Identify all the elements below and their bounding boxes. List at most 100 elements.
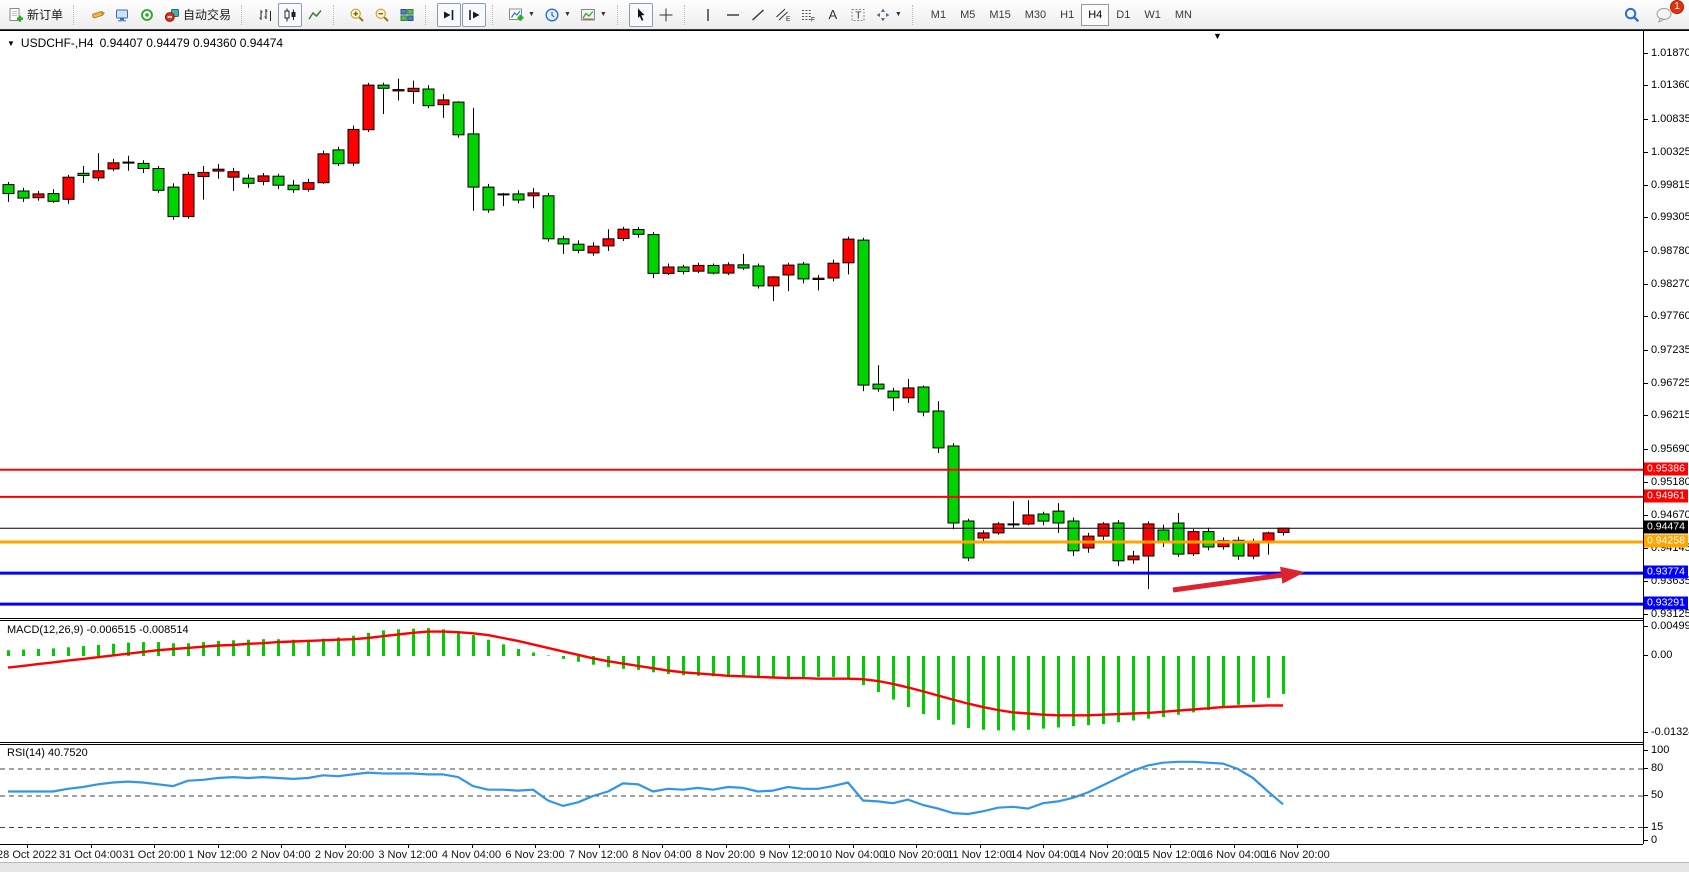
- candlestick: [32, 193, 45, 199]
- time-label: 31 Oct 20:00: [122, 849, 186, 861]
- fibonacci-button[interactable]: F: [796, 3, 820, 27]
- time-tick: [852, 844, 854, 848]
- chevron-down-icon: ▼: [528, 11, 535, 18]
- time-tick: [27, 844, 28, 848]
- candlestick: [812, 277, 825, 281]
- timeframe-button-H4[interactable]: H4: [1081, 3, 1110, 26]
- chart-title[interactable]: ▼ USDCHF-,H4 0.94407 0.94479 0.94360 0.9…: [7, 36, 283, 50]
- candlestick: [647, 234, 660, 274]
- search-button[interactable]: [1619, 3, 1645, 27]
- price-tick-label: 0.94670: [1651, 508, 1689, 521]
- arrows-button[interactable]: ▼: [871, 3, 906, 27]
- cursor-button[interactable]: [628, 2, 653, 27]
- price-line-badge: 0.94258: [1644, 534, 1688, 548]
- autotrade-button[interactable]: 自动交易: [160, 3, 235, 27]
- candlestick: [512, 193, 525, 201]
- periods-button[interactable]: ▼: [540, 3, 575, 27]
- macd-pane[interactable]: [0, 621, 1643, 742]
- time-label: 8 Nov 20:00: [695, 849, 756, 861]
- candlestick: [347, 128, 360, 164]
- auto-scroll-button[interactable]: [437, 2, 462, 27]
- notifications-button[interactable]: 1: [1651, 0, 1684, 27]
- timeframe-button-H1[interactable]: H1: [1060, 8, 1075, 21]
- timeframe-button-W1[interactable]: W1: [1144, 8, 1161, 21]
- profile-button[interactable]: [110, 3, 134, 27]
- rsi-tick: [1643, 768, 1648, 769]
- candlestick: [212, 168, 225, 172]
- crosshair-button[interactable]: [654, 3, 678, 27]
- time-tick: [789, 844, 790, 848]
- candlestick: [707, 264, 720, 274]
- search-icon: [1623, 6, 1641, 24]
- macd-label: MACD(12,26,9) -0.006515 -0.008514: [7, 624, 189, 636]
- toolbar-separator: [911, 4, 919, 25]
- timeframe-button-M30[interactable]: M30: [1024, 8, 1047, 21]
- candlestick: [1022, 514, 1035, 525]
- candlestick: [692, 264, 705, 272]
- price-tick-label: 0.95180: [1651, 475, 1689, 488]
- line-chart-button[interactable]: [303, 3, 327, 27]
- timeframe-button-M5[interactable]: M5: [960, 8, 976, 21]
- candlestick: [857, 239, 870, 386]
- bar-chart-icon: [257, 7, 273, 23]
- indicators-button[interactable]: ▼: [504, 3, 539, 27]
- pane-separator[interactable]: [0, 618, 1643, 619]
- time-label: 7 Nov 12:00: [568, 849, 629, 861]
- pane-separator[interactable]: [0, 620, 1643, 621]
- equidistant-channel-button[interactable]: E: [771, 3, 795, 27]
- candlestick: [557, 238, 570, 245]
- text-label-icon: T: [850, 7, 866, 23]
- time-tick: [1233, 844, 1235, 848]
- timeframe-button-MN[interactable]: MN: [1174, 8, 1192, 21]
- price-chart-pane[interactable]: [0, 32, 1643, 618]
- tile-windows-icon: [399, 7, 415, 23]
- zoom-in-button[interactable]: [345, 3, 369, 27]
- price-tick-label: 0.96215: [1651, 409, 1689, 422]
- symbol-dropdown-icon[interactable]: ▼: [7, 38, 15, 48]
- time-label: 31 Oct 04:00: [59, 849, 122, 861]
- macd-tick-label: 0.00: [1651, 649, 1673, 661]
- rsi-tick-label: 80: [1651, 762, 1664, 774]
- pane-separator[interactable]: [0, 744, 1643, 745]
- tile-windows-button[interactable]: [395, 3, 419, 27]
- chart-shift-icon: [466, 7, 482, 23]
- template-icon: [580, 7, 596, 23]
- signals-button[interactable]: [135, 3, 159, 27]
- price-scale-border: [1643, 31, 1644, 844]
- text-button[interactable]: A: [821, 3, 845, 27]
- candlestick: [932, 410, 945, 449]
- timeframe-button-D1[interactable]: D1: [1116, 8, 1131, 21]
- auto-scroll-icon: [441, 7, 457, 23]
- zoom-out-button[interactable]: [370, 3, 394, 27]
- candlestick: [227, 171, 240, 178]
- pane-separator[interactable]: [0, 742, 1643, 743]
- horizontal-line-button[interactable]: [721, 3, 745, 27]
- toolbar: 新订单 自动交易 ▼ ▼: [0, 0, 1689, 30]
- styler-button[interactable]: [85, 3, 109, 27]
- timeframe-button-M1[interactable]: M1: [930, 8, 947, 21]
- fibo-suffix: F: [811, 16, 815, 23]
- chart-bottom-border: [0, 844, 1643, 845]
- chart-shift-button[interactable]: [462, 2, 487, 27]
- price-tick-label: 0.97235: [1651, 344, 1689, 357]
- price-tick: [1643, 580, 1648, 582]
- timeframe-button-M15[interactable]: M15: [989, 8, 1011, 21]
- trendline-button[interactable]: [746, 3, 770, 27]
- new-order-button[interactable]: 新订单: [4, 3, 67, 27]
- candlestick-chart-button[interactable]: [278, 2, 303, 27]
- chart-shift-marker[interactable]: ▼: [1213, 31, 1222, 41]
- vertical-line-button[interactable]: [696, 3, 720, 27]
- candlestick: [92, 170, 105, 179]
- rsi-pane[interactable]: [0, 745, 1643, 844]
- bar-chart-button[interactable]: [253, 3, 277, 27]
- candlestick: [917, 386, 930, 413]
- text-label-button[interactable]: T: [846, 3, 870, 27]
- time-label: 16 Nov 20:00: [1264, 849, 1330, 861]
- price-tick: [1643, 481, 1648, 483]
- timeframe-group: M1 M5 M15 M30 H1 H4 D1 W1 MN: [924, 3, 1199, 26]
- toolbar-separator: [73, 4, 80, 25]
- time-label: 2 Nov 20:00: [314, 849, 375, 861]
- templates-button[interactable]: ▼: [576, 3, 611, 27]
- macd-tick: [1643, 655, 1648, 656]
- candlestick: [527, 192, 540, 197]
